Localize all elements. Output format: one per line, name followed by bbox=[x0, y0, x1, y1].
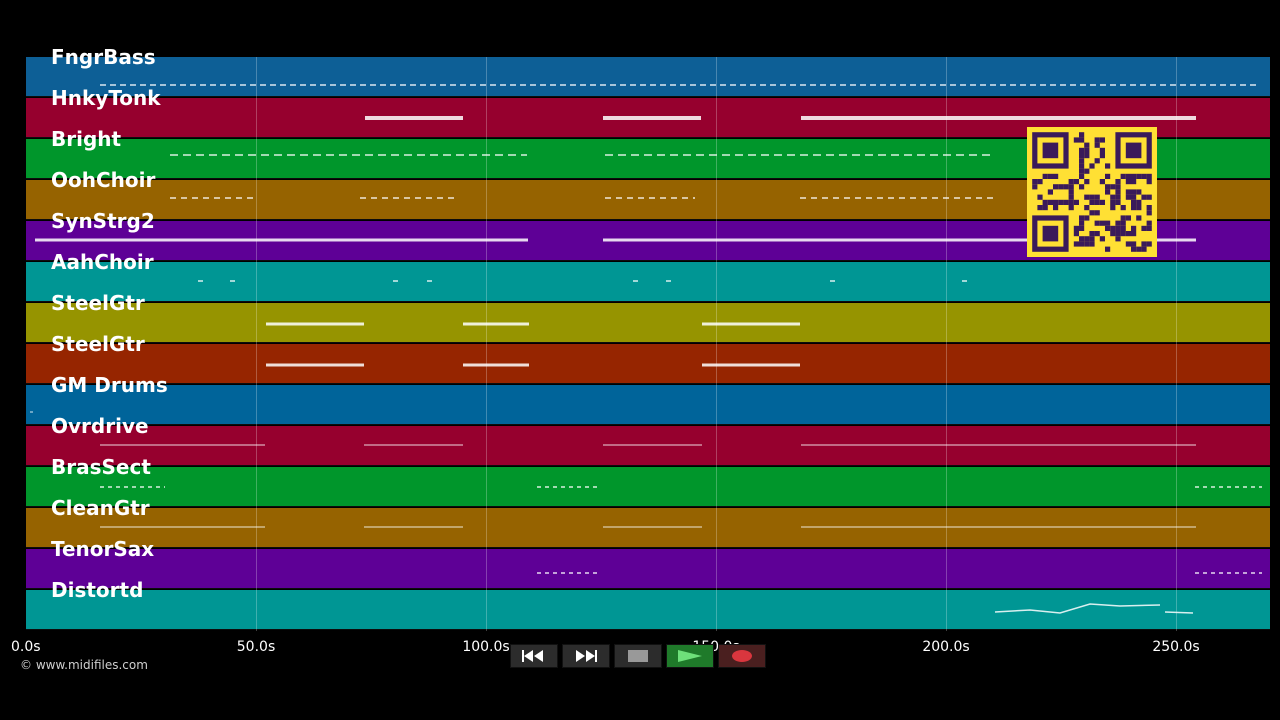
axis-tick: 100.0s bbox=[462, 639, 510, 655]
track-label: HnkyTonk bbox=[51, 86, 161, 110]
track-label: SteelGtr bbox=[51, 291, 145, 315]
track-label: FngrBass bbox=[51, 45, 156, 69]
track-label: SynStrg2 bbox=[51, 209, 155, 233]
stop-icon bbox=[628, 650, 648, 662]
play-button[interactable] bbox=[666, 644, 714, 668]
transport-bar bbox=[510, 644, 766, 670]
axis-tick: 0.0s bbox=[11, 639, 41, 655]
track-label: Distortd bbox=[51, 578, 144, 602]
rewind-button[interactable] bbox=[510, 644, 558, 668]
record-button[interactable] bbox=[718, 644, 766, 668]
copyright-notice: © www.midifiles.com bbox=[20, 658, 148, 672]
track-label: BrasSect bbox=[51, 455, 151, 479]
track-label: AahChoir bbox=[51, 250, 154, 274]
track-lane-tenorsax[interactable] bbox=[26, 549, 1270, 589]
track-label: SteelGtr bbox=[51, 332, 145, 356]
track-label: GM Drums bbox=[51, 373, 168, 397]
gridline bbox=[716, 57, 717, 631]
track-label: TenorSax bbox=[51, 537, 155, 561]
gridline bbox=[486, 57, 487, 631]
track-lane-aahchoir[interactable] bbox=[26, 262, 1270, 302]
rewind-icon bbox=[522, 650, 543, 662]
qr-code[interactable] bbox=[1027, 127, 1157, 257]
track-lane-gm-drums[interactable] bbox=[26, 385, 1270, 425]
track-lane-ovrdrive[interactable] bbox=[26, 426, 1270, 466]
fast-forward-icon bbox=[576, 650, 597, 662]
axis-tick: 250.0s bbox=[1152, 639, 1200, 655]
gridline bbox=[256, 57, 257, 631]
stop-button[interactable] bbox=[614, 644, 662, 668]
track-lane-cleangtr[interactable] bbox=[26, 508, 1270, 548]
axis-tick: 50.0s bbox=[236, 639, 276, 655]
track-lane-fngrbass[interactable] bbox=[26, 57, 1270, 97]
track-label: CleanGtr bbox=[51, 496, 150, 520]
record-icon bbox=[732, 650, 752, 662]
track-lane-steelgtr-1[interactable] bbox=[26, 303, 1270, 343]
fast-forward-button[interactable] bbox=[562, 644, 610, 668]
track-lane-steelgtr-2[interactable] bbox=[26, 344, 1270, 384]
track-label: Ovrdrive bbox=[51, 414, 149, 438]
axis-tick: 200.0s bbox=[922, 639, 970, 655]
gridline bbox=[946, 57, 947, 631]
track-lane-brassect[interactable] bbox=[26, 467, 1270, 507]
track-label: Bright bbox=[51, 127, 122, 151]
track-label: OohChoir bbox=[51, 168, 156, 192]
play-icon bbox=[678, 650, 702, 662]
track-lane-distortd[interactable] bbox=[26, 590, 1270, 630]
gridline bbox=[1176, 57, 1177, 631]
